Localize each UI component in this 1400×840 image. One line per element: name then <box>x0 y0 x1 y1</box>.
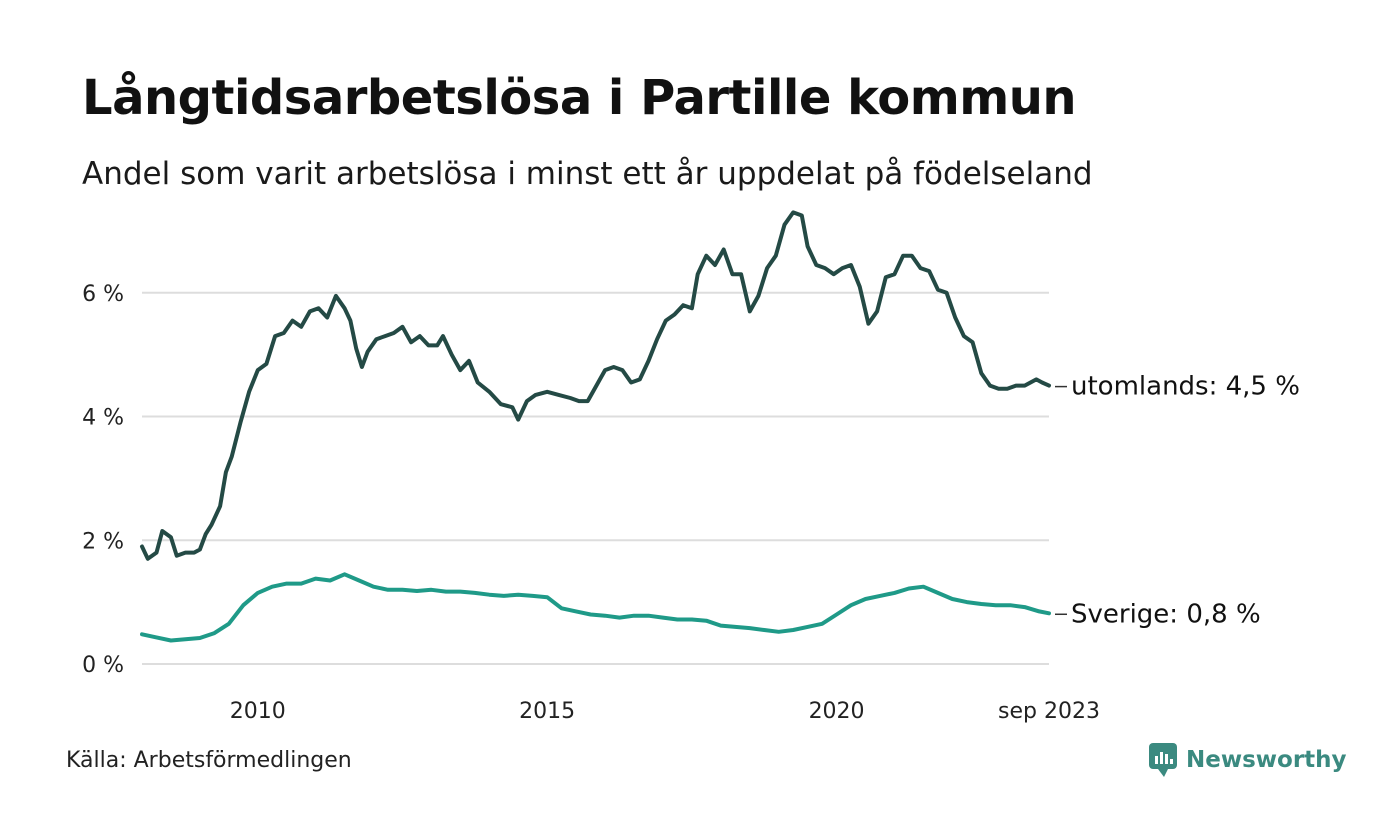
x-tick-label: 2010 <box>230 699 286 724</box>
y-tick-label: 6 % <box>82 282 124 307</box>
end-label-utomlands: utomlands: 4,5 % <box>1071 372 1300 402</box>
end-label-sverige: Sverige: 0,8 % <box>1071 599 1261 629</box>
source-note: Källa: Arbetsförmedlingen <box>66 748 352 773</box>
series-line-sverige <box>140 572 1051 643</box>
brand-name: Newsworthy <box>1186 747 1347 773</box>
y-tick-label: 0 % <box>82 653 124 678</box>
x-tick-label: sep 2023 <box>998 699 1100 724</box>
chart-subtitle: Andel som varit arbetslösa i minst ett å… <box>82 156 1093 192</box>
x-tick-label: 2015 <box>519 699 575 724</box>
brand-logo: Newsworthy <box>1148 742 1347 778</box>
newsworthy-logo-icon <box>1149 743 1177 777</box>
x-tick-label: 2020 <box>809 699 865 724</box>
chart-title: Långtidsarbetslösa i Partille kommun <box>82 70 1077 126</box>
y-tick-label: 2 % <box>82 529 124 554</box>
series-line-utomlands <box>140 210 1051 561</box>
y-tick-label: 4 % <box>82 406 124 431</box>
